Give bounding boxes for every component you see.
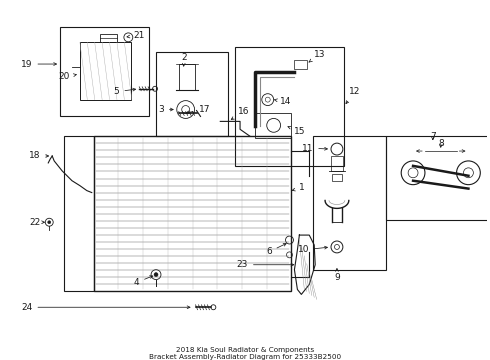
Text: 9: 9	[334, 269, 340, 282]
Text: 17: 17	[186, 105, 210, 114]
Text: 7: 7	[430, 132, 436, 141]
Bar	[179, 64, 195, 90]
Text: 1: 1	[293, 183, 305, 192]
Text: 18: 18	[29, 152, 49, 161]
Text: 10: 10	[298, 246, 327, 255]
Text: 19: 19	[21, 59, 56, 68]
Text: 5: 5	[114, 87, 136, 96]
Bar	[332, 174, 342, 181]
Text: 23: 23	[237, 260, 294, 269]
Circle shape	[154, 273, 158, 276]
Text: 2: 2	[181, 53, 187, 66]
Text: 13: 13	[309, 50, 326, 62]
Bar	[313, 136, 387, 270]
Text: 6: 6	[266, 243, 286, 256]
Bar	[156, 52, 228, 136]
Bar	[294, 60, 307, 69]
Bar	[80, 42, 131, 100]
Text: 24: 24	[21, 303, 190, 312]
Text: 22: 22	[29, 218, 45, 227]
Text: 2018 Kia Soul Radiator & Components
Bracket Assembly-Radiator Diagram for 25333B: 2018 Kia Soul Radiator & Components Brac…	[149, 347, 341, 360]
Text: 11: 11	[302, 144, 327, 153]
Bar	[387, 136, 489, 220]
Text: 16: 16	[231, 107, 249, 120]
Bar	[60, 27, 149, 116]
Bar	[331, 156, 343, 171]
Text: 4: 4	[134, 276, 153, 287]
Text: 3: 3	[158, 105, 173, 114]
Text: 12: 12	[346, 87, 360, 104]
Bar	[99, 35, 118, 42]
Text: 15: 15	[288, 126, 306, 136]
Bar	[64, 136, 94, 292]
Text: 20: 20	[59, 72, 76, 81]
Text: 14: 14	[274, 97, 291, 106]
Bar	[235, 47, 344, 166]
Text: 8: 8	[438, 139, 443, 148]
Text: 21: 21	[127, 31, 145, 40]
Bar	[255, 113, 292, 138]
Circle shape	[48, 221, 51, 224]
Bar	[94, 136, 292, 292]
